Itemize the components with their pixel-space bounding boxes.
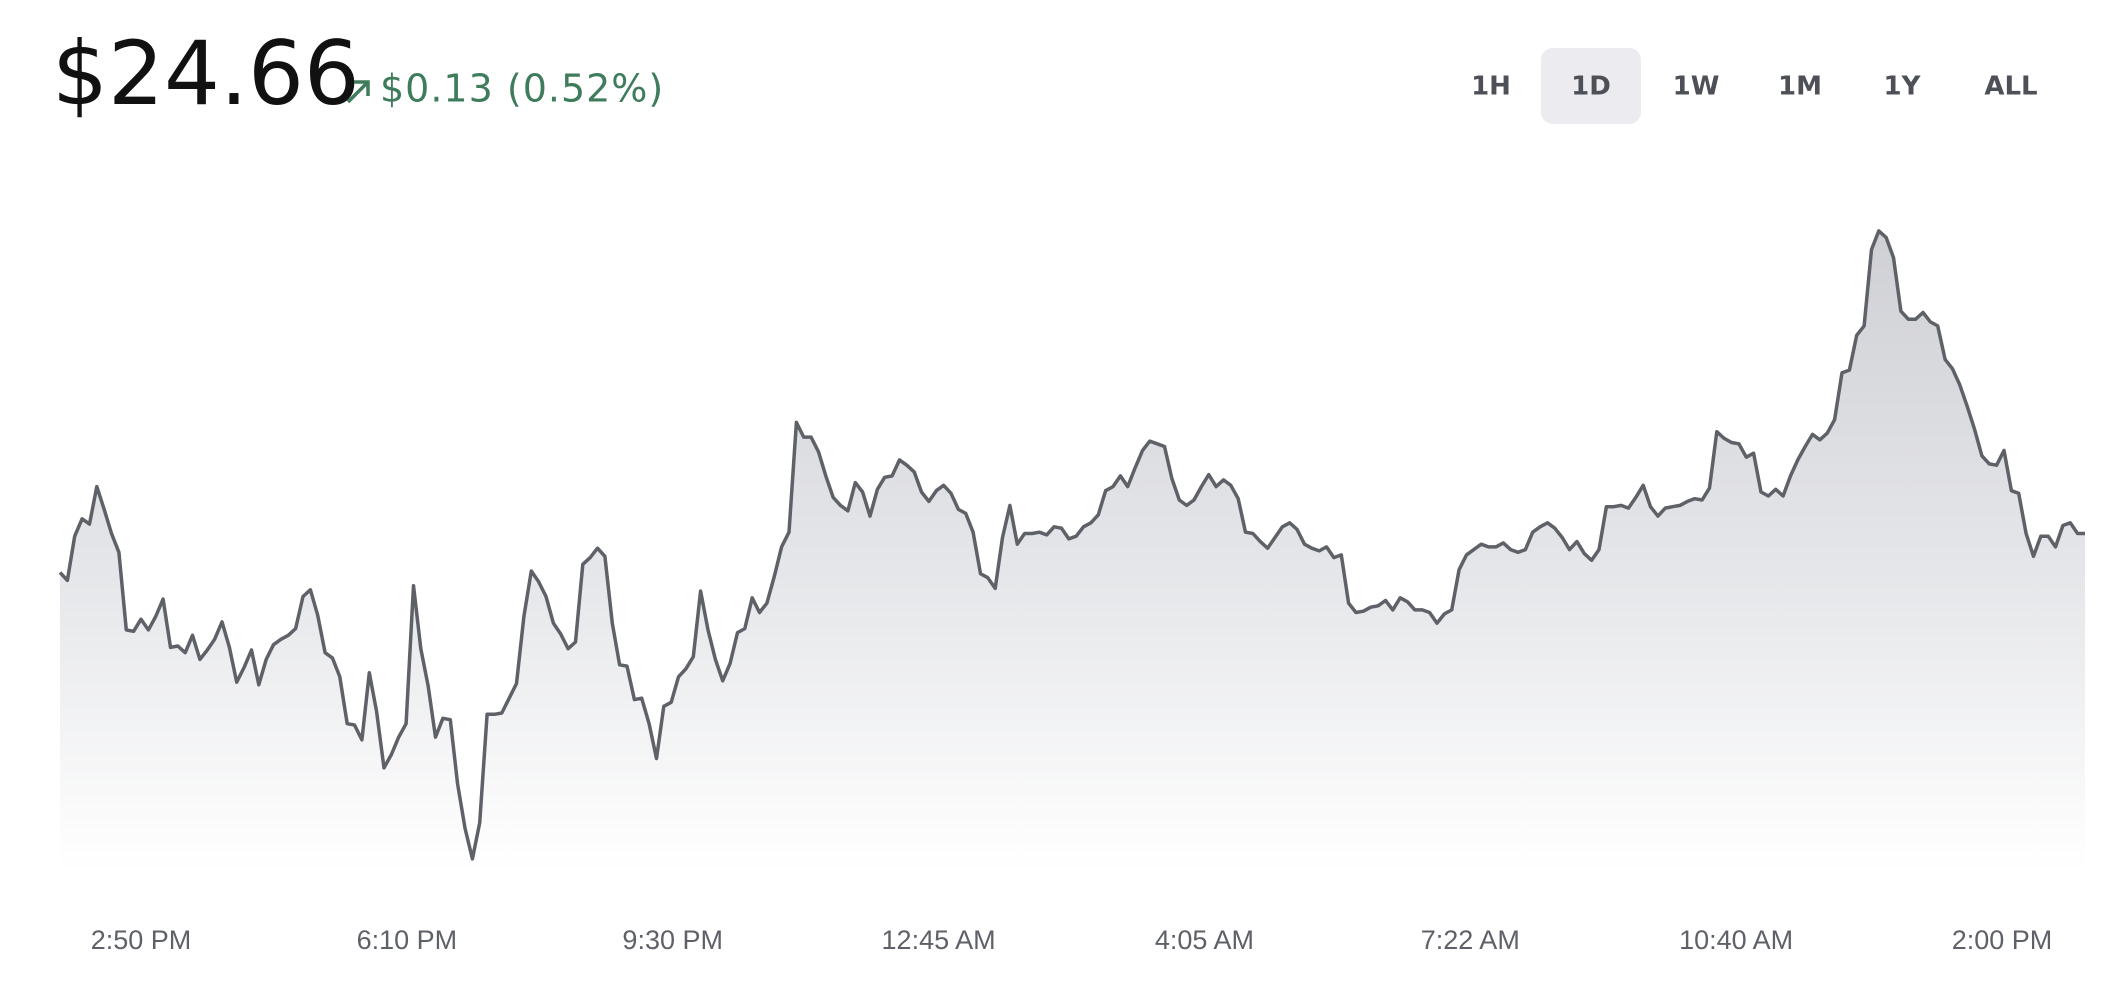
range-selector: 1H 1D 1W 1M 1Y ALL [1471,48,2038,124]
plot: 2:50 PM 6:10 PM 9:30 PM 12:45 AM 4:05 AM 7:22… [58,229,2085,955]
price-line [58,229,2085,861]
range-button-label[interactable]: ALL [1984,72,2037,102]
x-tick-label: 12:45 AM [882,925,996,955]
range-button[interactable]: 1H [1471,72,1511,102]
price: $24.66 [52,22,360,125]
range-button[interactable]: 1Y [1884,72,1922,102]
up-arrow-icon [346,80,370,104]
range-button-label[interactable]: 1M [1778,72,1822,102]
x-tick-label: 10:40 AM [1679,925,1793,955]
price-change: $0.13 (0.52%) [380,67,664,111]
range-button[interactable]: 1D [1541,48,1641,124]
x-tick-label: 7:22 AM [1421,925,1520,955]
range-button-label[interactable]: 1H [1471,72,1511,102]
range-button-label[interactable]: 1Y [1884,72,1922,102]
range-button-bg [1541,48,1641,124]
x-tick-label: 2:00 PM [1952,925,2053,955]
x-tick-label: 6:10 PM [357,925,458,955]
area [60,230,2085,871]
range-button-label[interactable]: 1W [1673,72,1720,102]
range-button-label[interactable]: 1D [1571,72,1611,102]
range-button[interactable]: ALL [1984,72,2037,102]
range-button[interactable]: 1M [1778,72,1822,102]
x-tick-label: 4:05 AM [1155,925,1254,955]
x-tick-label: 2:50 PM [91,925,192,955]
range-button[interactable]: 1W [1673,72,1720,102]
x-tick-label: 9:30 PM [622,925,723,955]
